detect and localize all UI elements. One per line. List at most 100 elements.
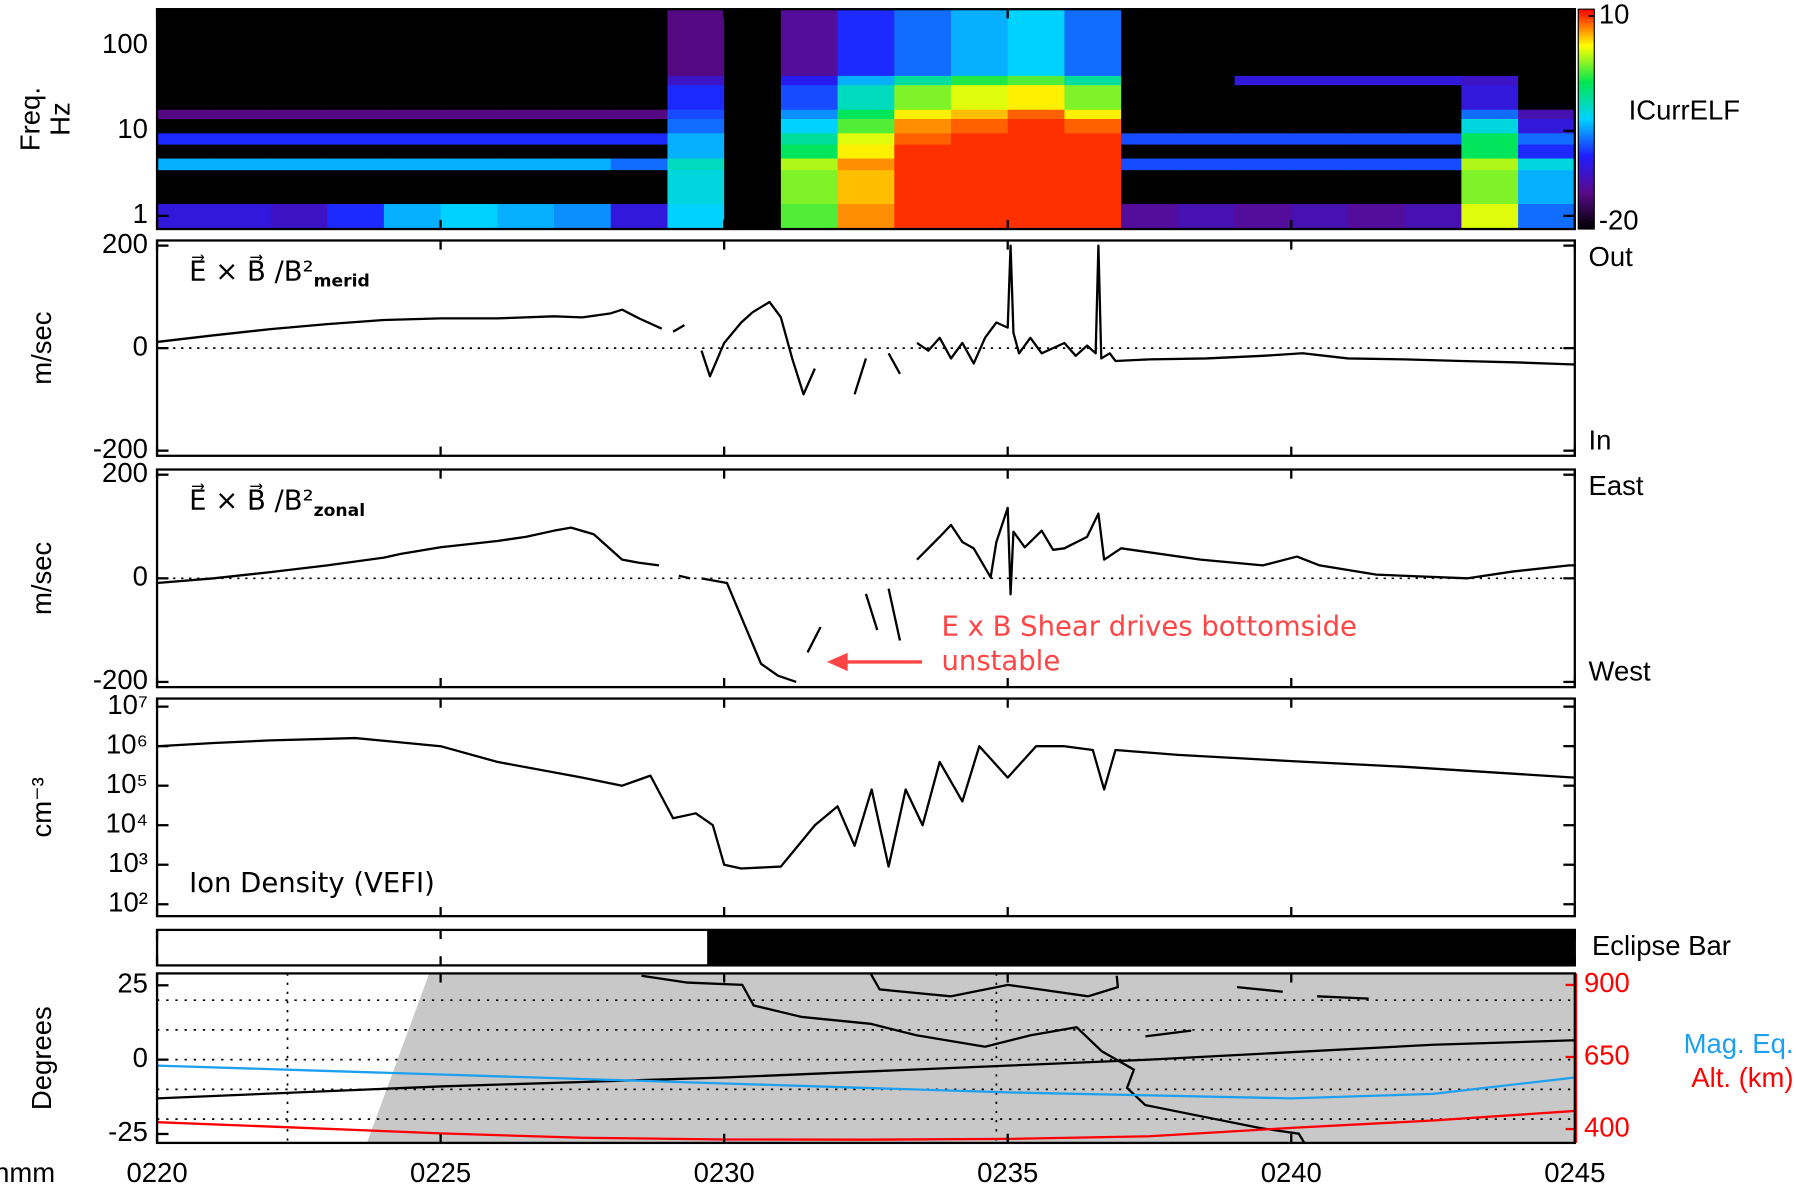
y-tick-label: 1 <box>133 198 148 229</box>
spectrogram-cell <box>213 118 272 134</box>
data-line <box>157 506 1575 684</box>
spectrogram-cell <box>1461 144 1519 159</box>
spectrogram-cell <box>1291 203 1349 230</box>
spectrogram-cell <box>497 203 555 230</box>
spectrogram-cell <box>1064 157 1122 171</box>
spectrogram-cell <box>1404 9 1462 76</box>
legend-entry: Mag. Eq. <box>1684 1028 1794 1059</box>
series-line <box>157 1064 1575 1100</box>
spectrogram-cell <box>667 9 725 76</box>
spectrogram-cell <box>1291 109 1349 120</box>
spectrogram-cell <box>1064 169 1122 205</box>
spectrogram-cell <box>1347 132 1406 145</box>
spectrogram-cell <box>1347 203 1406 230</box>
spectrogram-cell <box>1291 132 1349 145</box>
spectrogram-cell <box>1177 109 1236 120</box>
annotation-text: Ion Density (VEFI) <box>189 867 435 899</box>
spectrogram-cell <box>894 109 952 120</box>
data-line <box>157 736 1575 870</box>
spectrogram-cell <box>1518 132 1575 145</box>
spectrogram-cell <box>667 118 725 134</box>
spectrogram-cell <box>724 118 782 134</box>
spectrogram-cell <box>440 9 498 76</box>
spectrogram-cell <box>1121 109 1179 120</box>
spectrogram-cell <box>1007 75 1065 86</box>
spectrogram-cell <box>1007 132 1065 145</box>
callout-arrowhead <box>826 652 848 672</box>
x-tick-label: 0235 <box>977 1157 1038 1188</box>
spectrogram-cell <box>1064 203 1122 230</box>
spectrogram-cell <box>1404 144 1462 159</box>
spectrogram-cell <box>1347 169 1406 205</box>
spectrogram-cell <box>1064 9 1122 76</box>
spectrogram-cell <box>1404 84 1462 110</box>
spectrogram-cell <box>213 144 272 159</box>
spectrogram-cell <box>270 84 328 110</box>
y-tick-label: 0 <box>133 1042 148 1073</box>
spectrogram-cell <box>327 118 385 134</box>
spectrogram-cell <box>327 169 385 205</box>
spectrogram-cell <box>1404 157 1462 171</box>
spectrogram-cell <box>1007 169 1065 205</box>
spectrogram-cell <box>213 75 272 86</box>
spectrogram-cell <box>837 132 895 145</box>
spectrogram-cell <box>157 75 215 86</box>
spectrogram-cell <box>383 84 442 110</box>
spectrogram-cell <box>1291 75 1349 86</box>
spectrogram-cell <box>894 169 952 205</box>
spectrogram-cell <box>610 84 669 110</box>
spectrogram-cell <box>1121 203 1179 230</box>
spectrogram-cell <box>213 109 272 120</box>
spectrogram-cell <box>610 9 669 76</box>
x-tick-label: 0245 <box>1544 1157 1605 1188</box>
y-tick-label: 200 <box>102 228 148 259</box>
spectrogram-cell <box>270 169 328 205</box>
right-label: East <box>1589 470 1644 501</box>
spectrogram-cell <box>724 132 782 145</box>
colorbar-tick-label: -20 <box>1599 204 1639 235</box>
spectrogram-cell <box>610 109 669 120</box>
spectrogram-cell <box>1064 132 1122 145</box>
spectrogram-cell <box>1177 84 1236 110</box>
spectrogram-cell <box>157 109 215 120</box>
spectrogram-cell <box>610 203 669 230</box>
spectrogram-cell <box>327 144 385 159</box>
spectrogram-cell <box>780 109 839 120</box>
spectrogram-cell <box>837 157 895 171</box>
spectrogram-cell <box>554 157 612 171</box>
spectrogram-cell <box>837 84 895 110</box>
spectrogram-cell <box>610 169 669 205</box>
spectrogram-cell <box>1234 75 1292 86</box>
spectrogram-cell <box>894 75 952 86</box>
spectrogram-cell <box>950 169 1009 205</box>
callout-text: unstable <box>942 645 1061 677</box>
x-tick-label: 0220 <box>127 1157 188 1188</box>
spectrogram-cell <box>780 118 839 134</box>
spectrogram-cell <box>1404 203 1462 230</box>
spectrogram-cell <box>1007 144 1065 159</box>
spectrogram-cell <box>1121 9 1179 76</box>
spectrogram-cell <box>1518 75 1575 86</box>
spectrogram-cell <box>1347 109 1406 120</box>
spectrogram-cell <box>213 169 272 205</box>
spectrogram-cell <box>1234 203 1292 230</box>
spectrogram-cell <box>497 144 555 159</box>
spectrogram-cell <box>1461 157 1519 171</box>
spectrogram-cell <box>1518 9 1575 76</box>
spectrogram-cell <box>1461 84 1519 110</box>
spectrogram-cell <box>327 84 385 110</box>
panel-frame <box>155 972 1576 1145</box>
spectrogram-cell <box>213 132 272 145</box>
spectrogram-cell <box>667 203 725 230</box>
spectrogram-cell <box>1064 109 1122 120</box>
spectrogram-cell <box>1461 132 1519 145</box>
spectrogram-cell <box>780 157 839 171</box>
spectrogram-cell <box>1007 118 1065 134</box>
spectrogram-cell <box>440 203 498 230</box>
y-axis-label: Freq. <box>15 87 46 151</box>
x-tick-label: 0225 <box>410 1157 471 1188</box>
spectrogram-cell <box>1404 118 1462 134</box>
spectrogram-cell <box>497 118 555 134</box>
spectrogram-cell <box>1234 84 1292 110</box>
